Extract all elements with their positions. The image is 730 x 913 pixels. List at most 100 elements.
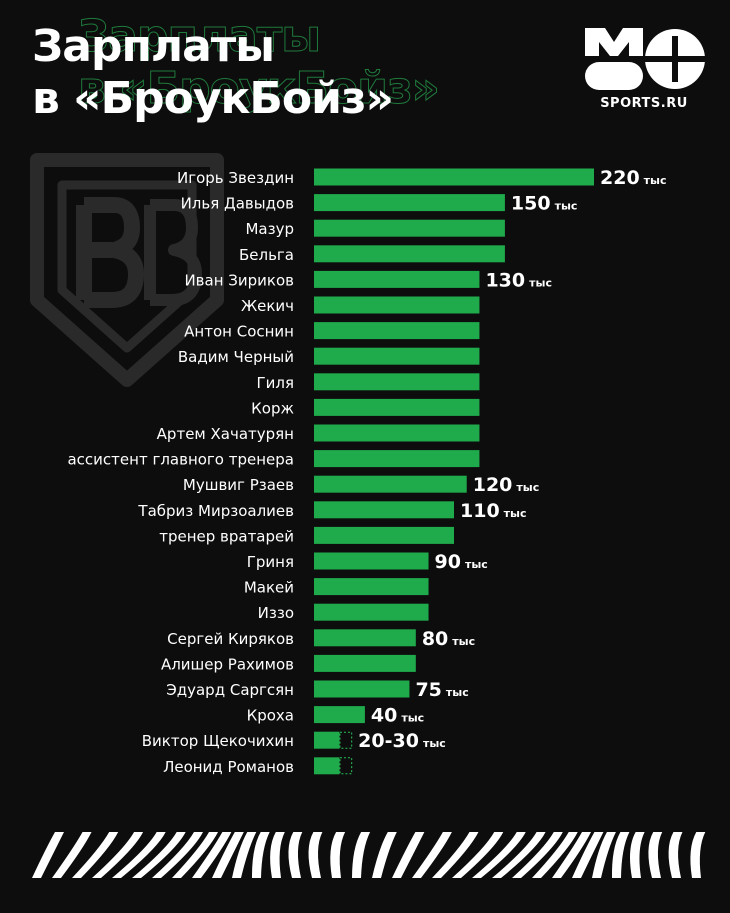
stripe: [572, 832, 604, 878]
stripe: [32, 832, 64, 878]
stripe: [648, 832, 663, 878]
stripe: [132, 832, 186, 878]
bar: [314, 450, 480, 468]
stripe: [492, 832, 546, 878]
stripe: [52, 832, 92, 878]
stripe: [472, 832, 526, 878]
stripe: [532, 832, 578, 878]
bar: [314, 654, 416, 672]
stripe: [392, 832, 425, 878]
category-label: Леонид Романов: [163, 758, 294, 776]
stripe: [330, 832, 346, 878]
header: Зарплаты в «БроукБойз» Зарплаты в «Броук…: [0, 0, 730, 130]
stripe: [112, 832, 166, 878]
data-label: 75 тыс: [415, 679, 468, 701]
category-label: Макей: [244, 579, 294, 597]
bar: [314, 194, 505, 212]
data-label: 90 тыс: [435, 551, 488, 573]
category-label: Иззо: [258, 604, 294, 622]
bar: [314, 347, 480, 365]
data-label: 220 тыс: [600, 167, 667, 189]
bar: [314, 398, 480, 416]
stripe: [72, 832, 119, 878]
stripe: [592, 832, 616, 878]
bar: [314, 424, 480, 442]
stripe: [512, 832, 563, 878]
title-outline-line2: в «БроукБойз»: [78, 63, 441, 114]
data-label: 110 тыс: [460, 500, 527, 522]
stripe: [668, 832, 683, 878]
bar: [314, 245, 505, 263]
category-label: Сергей Киряков: [167, 630, 294, 648]
category-label: Мазур: [245, 220, 294, 238]
bar: [314, 552, 429, 570]
category-label: Вадим Черный: [178, 348, 294, 366]
bar: [314, 603, 429, 621]
stripe: [308, 832, 323, 878]
data-label: 80 тыс: [422, 628, 475, 650]
bar-range-extension: [339, 757, 353, 775]
bar: [314, 322, 480, 340]
category-label: Жекич: [241, 297, 294, 315]
stripe: [92, 832, 144, 878]
category-label: Алишер Рахимов: [161, 655, 294, 673]
stripe: [232, 832, 257, 878]
data-label: 20-30 тыс: [358, 730, 446, 752]
title-outline-line1: Зарплаты: [77, 11, 321, 62]
bar: [314, 578, 429, 596]
category-label: Эдуард Саргсян: [166, 681, 294, 699]
category-label: Бельга: [239, 246, 294, 264]
stripe: [552, 832, 592, 878]
wave-stripes-pattern: [32, 832, 706, 878]
bar: [314, 219, 505, 237]
salary-bar-chart: Игорь Звездин 220 тыс Илья Давыдов 150 тыс Маз…: [67, 167, 667, 776]
bar: [314, 296, 480, 314]
data-label: 40 тыс: [371, 705, 424, 727]
page-title-line1: Зарплаты: [32, 21, 275, 72]
stripe: [452, 832, 504, 878]
category-label: Мушвиг Рзаев: [183, 476, 294, 494]
category-label: Антон Соснин: [184, 323, 294, 341]
category-label: Табриз Мирзоалиев: [137, 502, 294, 520]
data-label: 120 тыс: [473, 474, 540, 496]
stripe: [270, 832, 285, 878]
stripe: [288, 832, 303, 878]
category-label: Иван Зириков: [184, 271, 294, 289]
data-label: 150 тыс: [511, 193, 578, 215]
bar-range-extension: [339, 731, 353, 749]
bar: [314, 629, 416, 647]
bar: [314, 706, 365, 724]
data-label: 130 тыс: [485, 269, 552, 291]
category-label: Гриня: [247, 553, 294, 571]
broukboiz-shield-icon: [30, 153, 224, 387]
category-label: тренер вратарей: [159, 527, 294, 545]
stripe: [352, 832, 371, 878]
stripe: [611, 832, 630, 878]
stripe: [172, 832, 219, 878]
category-label: Илья Давыдов: [181, 195, 294, 213]
stripe: [432, 832, 479, 878]
stripe: [251, 832, 270, 878]
category-label: Артем Хачатурян: [157, 425, 294, 443]
bar: [314, 373, 480, 391]
bar: [314, 270, 480, 288]
brand-name: SPORTS.RU: [600, 96, 688, 111]
bar: [314, 680, 410, 698]
bar: [314, 501, 454, 519]
stripe: [630, 832, 645, 878]
bar: [314, 168, 594, 186]
stripe: [152, 832, 203, 878]
bar: [314, 526, 454, 544]
category-label: Корж: [251, 399, 294, 417]
bar: [314, 475, 467, 493]
stripe: [690, 832, 706, 878]
category-label: Гиля: [256, 374, 294, 392]
page-title-line2: в «БроукБойз»: [32, 73, 394, 124]
stripe: [372, 832, 397, 878]
category-label: Кроха: [247, 707, 294, 725]
category-label: Виктор Щекочихин: [142, 732, 294, 750]
stripe: [192, 832, 232, 878]
mo-logo-icon: [585, 28, 705, 90]
category-label: ассистент главного тренера: [67, 451, 294, 469]
category-label: Игорь Звездин: [177, 169, 294, 187]
